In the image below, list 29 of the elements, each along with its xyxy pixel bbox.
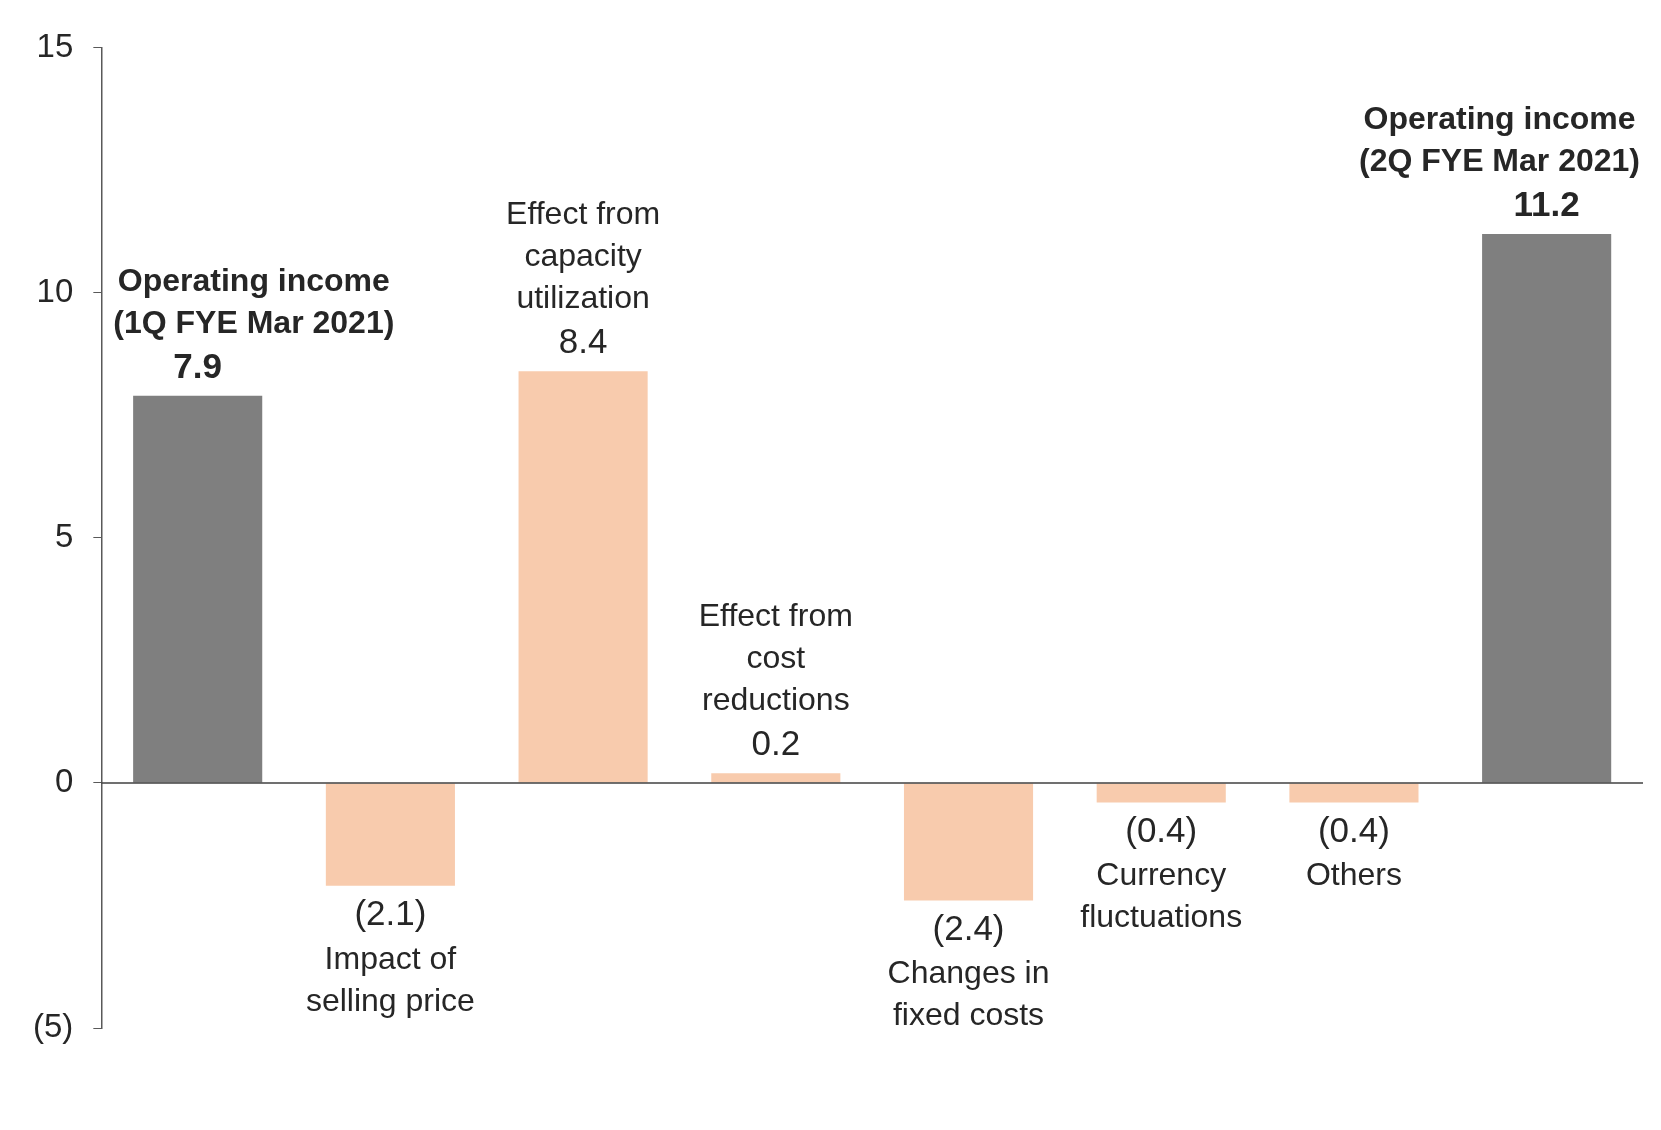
bar	[1096, 783, 1226, 803]
data-label: 7.9	[173, 345, 223, 385]
y-tick-label: 10	[36, 271, 74, 309]
bar	[518, 371, 648, 783]
x-tick-label: Currency fluctuations	[1080, 856, 1243, 935]
x-tick-label: Others	[1305, 856, 1402, 893]
bar	[1482, 234, 1612, 783]
data-label: 8.4	[558, 321, 608, 361]
data-label: (2.4)	[932, 907, 1005, 947]
y-tick-label: (5)	[32, 1007, 74, 1045]
bar	[133, 395, 263, 783]
data-label: (2.1)	[354, 893, 427, 933]
y-tick-label: 15	[36, 26, 74, 64]
data-label: (0.4)	[1125, 809, 1198, 849]
y-tick-label: 5	[54, 516, 74, 554]
y-tick-label: 0	[54, 762, 74, 800]
x-tick-label: Operating income (2Q FYE Mar 2021)	[1359, 99, 1640, 178]
x-tick-label: Effect from capacity utilization	[506, 195, 661, 316]
bar	[1289, 783, 1419, 803]
x-tick-label: Changes in fixed costs	[887, 954, 1050, 1033]
x-tick-label: Impact of selling price	[305, 939, 475, 1018]
x-tick-label: Operating income (1Q FYE Mar 2021)	[113, 261, 395, 340]
bar	[325, 783, 455, 886]
data-label: 11.2	[1513, 184, 1580, 224]
bar	[903, 783, 1034, 901]
bar	[711, 773, 841, 783]
data-label: (0.4)	[1317, 809, 1390, 849]
data-label: 0.2	[751, 723, 801, 763]
x-tick-label: Effect from cost reductions	[698, 596, 853, 717]
